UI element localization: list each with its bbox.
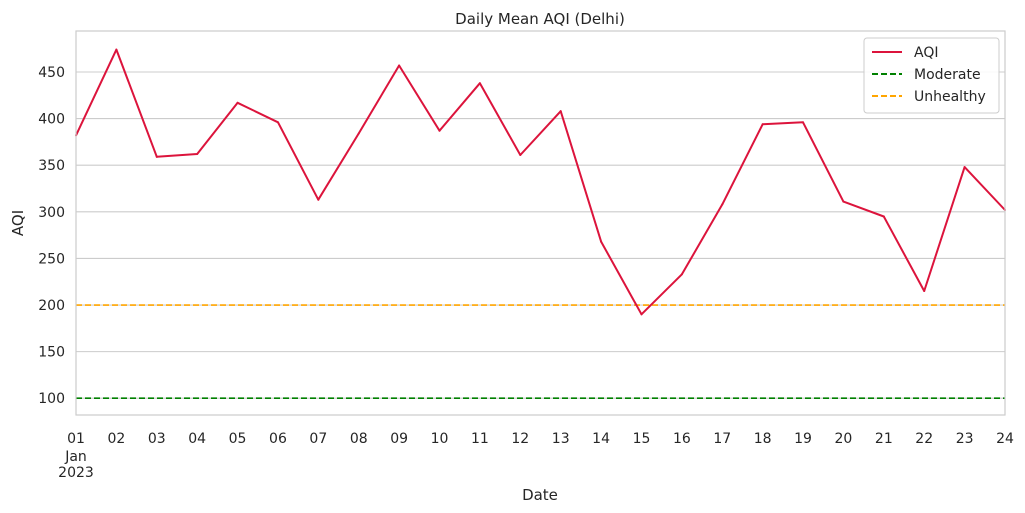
y-tick-label: 200 (38, 298, 65, 314)
legend-items: AQI Moderate Unhealthy (872, 45, 986, 105)
chart-title: Daily Mean AQI (Delhi) (455, 10, 625, 28)
data-point (680, 273, 683, 276)
data-point (721, 203, 724, 206)
x-tick-label: 13 (552, 431, 570, 447)
x-axis-label: Date (522, 486, 558, 504)
x-tick-label: 20 (835, 431, 853, 447)
data-point (276, 121, 279, 124)
data-point (317, 198, 320, 201)
y-tick-label: 100 (38, 391, 65, 407)
data-point (640, 313, 643, 316)
x-tick-label: 11 (471, 431, 489, 447)
x-tick-label: 10 (431, 431, 449, 447)
data-point (842, 200, 845, 203)
x-tick-labels: 01 02 03 04 05 06 07 08 09 10 11 12 13 14 15 16 17 18 19 20… (67, 431, 1014, 447)
data-point (519, 153, 522, 156)
x-tick-label: 03 (148, 431, 166, 447)
plot-frame (75, 30, 1006, 416)
data-point (357, 132, 360, 135)
series-line-aqi (75, 48, 1006, 316)
x-tick-label: 07 (309, 431, 327, 447)
y-tick-label: 300 (38, 205, 65, 221)
data-point (963, 166, 966, 169)
legend: AQI Moderate Unhealthy (863, 37, 1000, 114)
data-point (478, 82, 481, 85)
y-tick-label: 150 (38, 345, 65, 361)
data-point (559, 110, 562, 113)
data-point (600, 240, 603, 243)
x-tick-label: 09 (390, 431, 408, 447)
data-point (438, 129, 441, 132)
data-point (196, 153, 199, 156)
data-point (236, 101, 239, 104)
data-point (115, 48, 118, 51)
x-tick-label: 06 (269, 431, 287, 447)
x-tick-label: 15 (633, 431, 651, 447)
y-tick-labels: 100 150 200 250 300 350 400 450 (38, 65, 65, 407)
grid-lines (76, 71, 1005, 399)
x-tick-label: 04 (188, 431, 206, 447)
legend-frame (863, 37, 1000, 114)
x-tick-label: 24 (996, 431, 1014, 447)
x-tick-label: 05 (229, 431, 247, 447)
data-point (398, 64, 401, 67)
x-tick-label: 23 (956, 431, 974, 447)
x-axis-month-label: Jan (64, 449, 87, 465)
y-axis-label: AQI (9, 210, 27, 236)
x-tick-label: 21 (875, 431, 893, 447)
x-tick-label: 02 (107, 431, 125, 447)
data-point (923, 290, 926, 293)
x-tick-label: 16 (673, 431, 691, 447)
y-tick-label: 250 (38, 251, 65, 267)
y-tick-label: 400 (38, 112, 65, 128)
x-tick-label: 12 (511, 431, 529, 447)
x-axis-year-label: 2023 (58, 465, 94, 481)
legend-label-aqi: AQI (914, 45, 938, 61)
x-tick-label: 22 (915, 431, 933, 447)
x-tick-label: 17 (713, 431, 731, 447)
reference-lines (76, 304, 1005, 400)
legend-label-moderate: Moderate (914, 67, 981, 83)
legend-label-unhealthy: Unhealthy (914, 89, 986, 105)
y-tick-label: 450 (38, 65, 65, 81)
data-point (882, 215, 885, 218)
x-tick-label: 18 (754, 431, 772, 447)
x-tick-label: 19 (794, 431, 812, 447)
data-point (155, 155, 158, 158)
x-tick-label: 08 (350, 431, 368, 447)
data-point (802, 121, 805, 124)
x-tick-label: 01 (67, 431, 85, 447)
y-tick-label: 350 (38, 158, 65, 174)
x-tick-label: 14 (592, 431, 610, 447)
data-point (761, 123, 764, 126)
